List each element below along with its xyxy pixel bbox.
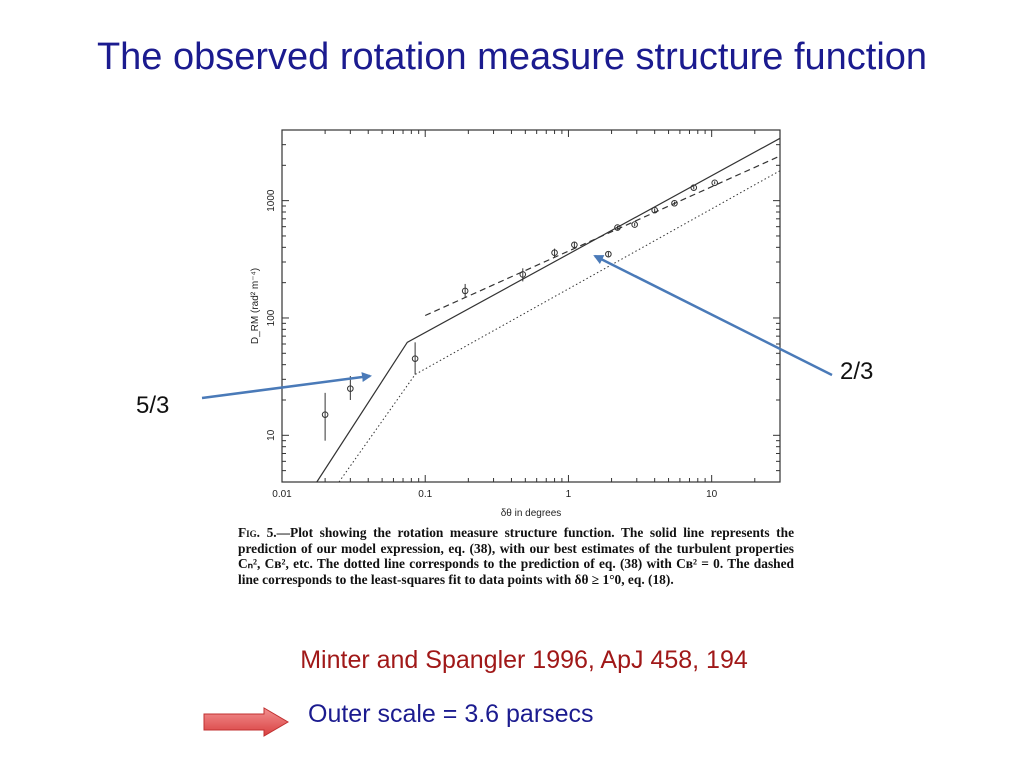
block-arrow-icon bbox=[203, 707, 289, 737]
x-tick-label: 10 bbox=[706, 489, 718, 500]
x-tick-label: 1 bbox=[566, 489, 572, 500]
series-line-solid bbox=[316, 137, 781, 483]
data-point bbox=[651, 206, 658, 214]
plot-frame bbox=[281, 129, 781, 483]
x-tick-label: 0.1 bbox=[418, 489, 432, 500]
x-tick-label: 0.01 bbox=[272, 489, 292, 500]
y-tick-label: 100 bbox=[266, 309, 277, 326]
figure-caption: Fig. 5.—Plot showing the rotation measur… bbox=[238, 525, 794, 587]
data-point bbox=[519, 271, 527, 278]
y-tick-label: 1000 bbox=[266, 189, 277, 212]
chart: 0.01 0.1 1 10 10 100 1000 δθ in degrees D_RM (… bbox=[250, 129, 781, 519]
slide-title: The observed rotation measure structure … bbox=[96, 36, 928, 78]
data-point bbox=[690, 184, 698, 191]
data-point bbox=[671, 199, 678, 207]
x-axis-label: δθ in degrees bbox=[501, 508, 562, 519]
caption-fig-label: Fig. 5. bbox=[238, 525, 277, 540]
outer-scale-text: Outer scale = 3.6 parsecs bbox=[308, 700, 594, 728]
data-point bbox=[461, 287, 469, 295]
series-line-dashed bbox=[424, 155, 781, 317]
data-point bbox=[411, 355, 419, 362]
y-tick-label: 10 bbox=[266, 429, 277, 441]
ticks-layer: 0.01 0.1 1 10 10 100 1000 bbox=[266, 129, 781, 500]
caption-text: —Plot showing the rotation measure struc… bbox=[238, 525, 795, 587]
data-point bbox=[631, 221, 638, 228]
data-point bbox=[571, 241, 578, 249]
citation: Minter and Spangler 1996, ApJ 458, 194 bbox=[300, 646, 748, 674]
series-line-dotted bbox=[338, 170, 781, 483]
slope-label-five-thirds: 5/3 bbox=[136, 392, 170, 419]
points-layer bbox=[321, 179, 719, 441]
slope-label-two-thirds: 2/3 bbox=[840, 358, 874, 385]
y-axis-label: D_RM (rad² m⁻⁴) bbox=[250, 268, 261, 344]
data-point bbox=[321, 411, 329, 418]
series-layer bbox=[316, 137, 781, 483]
data-point bbox=[614, 224, 621, 231]
data-point bbox=[711, 179, 719, 187]
data-point bbox=[551, 249, 558, 257]
